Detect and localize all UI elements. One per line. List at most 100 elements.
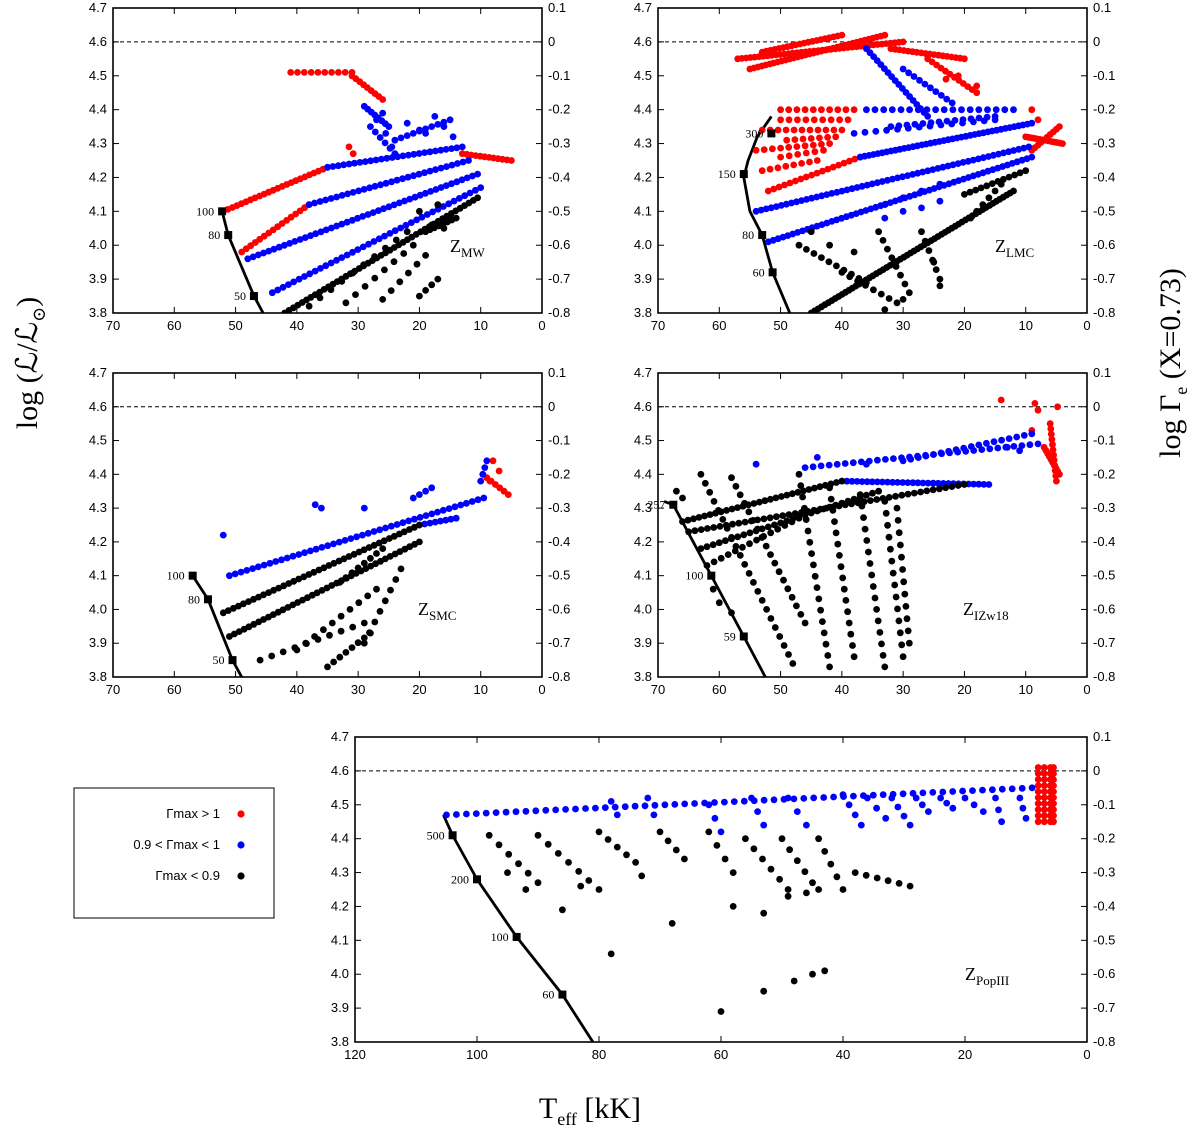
data-point bbox=[970, 801, 978, 809]
data-point bbox=[885, 494, 893, 501]
data-point bbox=[364, 211, 372, 218]
data-point bbox=[327, 259, 335, 267]
data-point bbox=[656, 828, 664, 836]
data-point bbox=[1040, 776, 1048, 783]
data-point bbox=[724, 551, 732, 558]
data-point bbox=[818, 192, 826, 200]
data-layer bbox=[219, 69, 515, 313]
data-point bbox=[925, 247, 933, 255]
data-point bbox=[892, 263, 900, 270]
data-point bbox=[592, 804, 599, 812]
zams-mass-label: 80 bbox=[188, 592, 200, 606]
series-gamma-gt-1 bbox=[1034, 764, 1057, 826]
data-point bbox=[882, 456, 889, 463]
data-point bbox=[815, 886, 822, 893]
data-point bbox=[863, 478, 871, 486]
zams-mass-marker bbox=[739, 632, 748, 641]
data-point bbox=[838, 31, 846, 39]
zams-line bbox=[191, 574, 243, 677]
data-point bbox=[851, 155, 859, 163]
data-point bbox=[469, 172, 476, 180]
data-point bbox=[879, 237, 887, 244]
data-point bbox=[797, 611, 805, 618]
y2-tick-label: -0.8 bbox=[1093, 669, 1115, 684]
data-point bbox=[919, 479, 927, 487]
data-point bbox=[989, 786, 996, 794]
data-point bbox=[983, 182, 991, 190]
data-point bbox=[442, 182, 450, 190]
data-point bbox=[975, 106, 983, 114]
data-point bbox=[899, 38, 907, 46]
data-point bbox=[862, 282, 869, 289]
data-point bbox=[810, 561, 817, 569]
data-point bbox=[806, 158, 813, 166]
data-point bbox=[893, 299, 901, 307]
data-point bbox=[827, 116, 835, 124]
data-point bbox=[685, 528, 692, 536]
data-point bbox=[359, 243, 367, 251]
data-point bbox=[829, 507, 837, 514]
data-point bbox=[448, 145, 455, 153]
data-point bbox=[711, 799, 718, 806]
data-point bbox=[382, 130, 390, 137]
series-gamma-mid bbox=[443, 784, 1036, 836]
panel-z-lmc: 30015080603.83.94.04.14.24.34.44.54.64.7… bbox=[634, 0, 1115, 333]
data-point bbox=[1050, 782, 1057, 789]
data-point bbox=[328, 224, 335, 232]
data-point bbox=[921, 237, 929, 245]
data-point bbox=[820, 505, 827, 513]
data-point bbox=[416, 514, 424, 521]
data-point bbox=[760, 146, 768, 154]
data-point bbox=[715, 507, 722, 514]
data-point bbox=[760, 796, 768, 804]
data-point bbox=[445, 200, 453, 208]
data-layer bbox=[734, 31, 1066, 313]
data-point bbox=[322, 196, 329, 204]
data-point bbox=[431, 113, 439, 120]
data-point bbox=[481, 464, 489, 471]
zams-mass-label: 60 bbox=[753, 265, 765, 279]
y2-tick-label: -0.6 bbox=[1093, 601, 1115, 616]
data-point bbox=[786, 846, 793, 854]
data-point bbox=[281, 241, 288, 249]
data-point bbox=[231, 570, 239, 578]
data-point bbox=[869, 791, 877, 799]
data-point bbox=[367, 123, 374, 130]
y-tick-label: 3.9 bbox=[634, 635, 652, 650]
data-point bbox=[840, 585, 848, 593]
data-point bbox=[703, 562, 711, 569]
x-tick-label: 30 bbox=[896, 682, 910, 697]
x-tick-label: 10 bbox=[1018, 682, 1032, 697]
data-point bbox=[903, 615, 911, 623]
data-point bbox=[838, 477, 846, 485]
data-point bbox=[890, 455, 897, 462]
data-point bbox=[961, 191, 968, 198]
data-point bbox=[810, 116, 818, 124]
data-point bbox=[432, 166, 439, 174]
data-point bbox=[784, 886, 792, 893]
data-point bbox=[815, 835, 822, 843]
data-point bbox=[293, 646, 301, 654]
data-point bbox=[948, 483, 956, 490]
data-point bbox=[728, 534, 735, 541]
data-point bbox=[1028, 784, 1036, 792]
data-point bbox=[322, 262, 330, 270]
y-tick-label: 3.8 bbox=[89, 305, 107, 320]
data-point bbox=[1048, 435, 1056, 443]
data-point bbox=[373, 116, 380, 124]
data-point bbox=[785, 152, 793, 160]
x-tick-label: 50 bbox=[773, 318, 787, 333]
data-point bbox=[806, 538, 814, 546]
legend-marker-gamma-mid bbox=[237, 841, 245, 849]
data-point bbox=[422, 130, 429, 137]
data-point bbox=[1050, 770, 1057, 777]
data-point bbox=[1050, 818, 1057, 826]
data-point bbox=[1020, 432, 1028, 439]
data-point bbox=[421, 169, 428, 177]
data-point bbox=[1056, 123, 1063, 130]
data-point bbox=[754, 588, 762, 595]
y2-tick-label: -0.7 bbox=[1093, 1000, 1115, 1015]
data-point bbox=[986, 445, 994, 453]
data-point bbox=[774, 525, 782, 533]
data-point bbox=[1020, 144, 1028, 152]
